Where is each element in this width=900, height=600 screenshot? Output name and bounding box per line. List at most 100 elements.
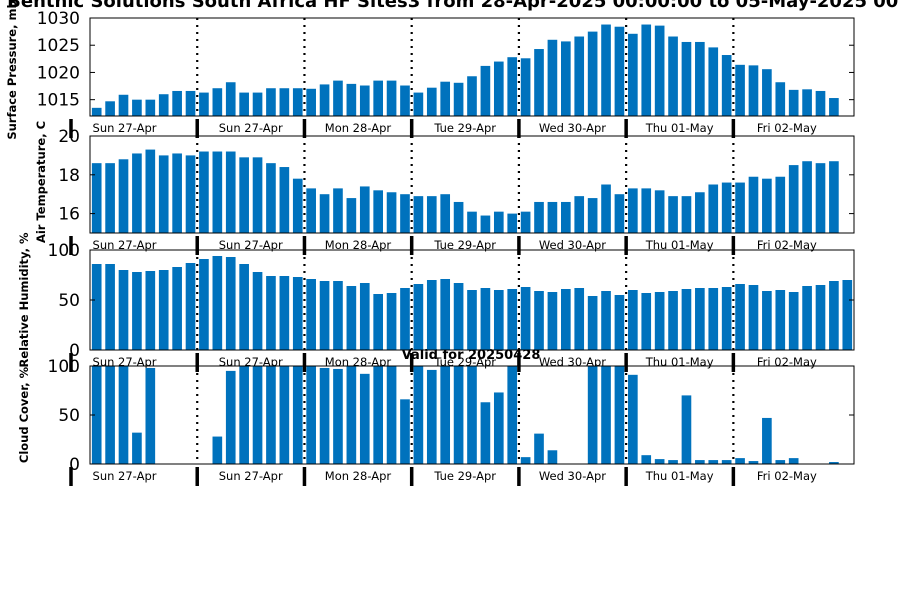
- bar: [775, 82, 786, 116]
- bar: [346, 198, 357, 233]
- chart-title: Benthic Solutions South Africa HF Sites3…: [7, 0, 900, 12]
- bar: [118, 159, 129, 233]
- bar: [132, 272, 142, 350]
- bar: [292, 178, 303, 233]
- bar: [239, 92, 249, 116]
- y-tick-label: 1025: [37, 36, 80, 56]
- bar: [480, 288, 491, 350]
- bar: [333, 80, 343, 116]
- bar: [266, 366, 276, 464]
- bar: [641, 293, 652, 350]
- bar: [91, 264, 102, 350]
- bar: [266, 276, 276, 350]
- bar: [118, 94, 129, 116]
- y-tick-label: 50: [58, 406, 80, 426]
- x-tick-label: Mon 28-Apr: [325, 238, 392, 252]
- bar: [493, 392, 504, 464]
- bar: [319, 367, 330, 464]
- chart-panel-3: 0 50 100 Sun 27-Apr Sun 27-Apr Mon 28-Apr Tue …: [17, 232, 855, 372]
- bar: [453, 82, 464, 116]
- chart-panel-2: 16 18 20 Sun 27-Apr Sun 27-Apr Mon 28-Apr Tue …: [34, 121, 855, 255]
- bar: [199, 92, 209, 116]
- bar: [359, 373, 370, 464]
- x-tick-label: Sun 27-Apr: [93, 121, 157, 135]
- bar: [480, 215, 491, 233]
- bar: [628, 188, 638, 233]
- x-tick-label: Fri 02-May: [757, 121, 817, 135]
- bar: [467, 76, 477, 116]
- y-tick-label: 16: [58, 205, 80, 225]
- bar: [735, 182, 745, 233]
- bar: [708, 184, 719, 233]
- bar: [534, 201, 544, 233]
- bar: [212, 88, 223, 116]
- bar: [172, 153, 182, 233]
- bar: [534, 291, 544, 350]
- bar: [654, 292, 665, 350]
- bar: [292, 366, 303, 464]
- bar: [225, 257, 236, 350]
- y-axis-label: Cloud Cover, %: [17, 366, 31, 463]
- bar: [507, 213, 518, 233]
- x-tick-label: Sun 27-Apr: [219, 238, 283, 252]
- bar: [400, 288, 410, 350]
- bar: [775, 290, 786, 350]
- bar: [507, 366, 518, 464]
- y-axis-label: Air Temperature, C: [34, 121, 48, 243]
- x-tick-label: Thu 01-May: [645, 469, 714, 483]
- bar: [400, 399, 410, 464]
- y-tick-label: 100: [48, 241, 80, 261]
- bar: [561, 201, 571, 233]
- bar: [829, 161, 839, 233]
- bar: [279, 276, 290, 350]
- x-tick-label: Wed 30-Apr: [539, 469, 606, 483]
- bar: [239, 366, 249, 464]
- bar: [668, 196, 678, 233]
- bar: [735, 458, 745, 464]
- x-tick-label: Tue 29-Apr: [433, 121, 496, 135]
- bar: [614, 26, 625, 116]
- bar: [762, 69, 772, 116]
- bar: [400, 194, 410, 233]
- bar: [346, 83, 357, 116]
- bar: [561, 289, 571, 350]
- bar: [279, 88, 290, 116]
- bar: [185, 90, 196, 116]
- bar: [695, 288, 705, 350]
- x-tick-label: Wed 30-Apr: [539, 238, 606, 252]
- bar: [574, 288, 585, 350]
- bar: [239, 264, 249, 350]
- bar: [815, 90, 826, 116]
- bar: [158, 155, 169, 233]
- x-tick-label: Mon 28-Apr: [325, 469, 392, 483]
- bar: [373, 294, 383, 350]
- bar: [185, 155, 196, 233]
- bar: [306, 188, 316, 233]
- bar: [91, 107, 102, 116]
- x-tick-label: Fri 02-May: [757, 238, 817, 252]
- bar: [426, 196, 437, 233]
- bar: [266, 163, 276, 233]
- y-tick-label: 1030: [37, 9, 80, 29]
- bar: [829, 281, 839, 350]
- bar: [534, 433, 544, 464]
- bar: [413, 92, 424, 116]
- bar: [440, 279, 451, 350]
- bar: [641, 24, 652, 117]
- bar: [614, 194, 625, 233]
- x-tick-label: Sun 27-Apr: [219, 121, 283, 135]
- bar: [547, 39, 558, 116]
- bar: [105, 264, 115, 350]
- bar: [507, 289, 518, 350]
- bar: [601, 366, 611, 464]
- bar: [105, 163, 115, 233]
- bar: [721, 55, 732, 116]
- bar: [145, 271, 156, 350]
- bar: [641, 455, 652, 464]
- bar: [172, 267, 182, 350]
- bar: [708, 47, 719, 116]
- bar: [614, 295, 625, 350]
- bar: [735, 64, 745, 116]
- y-tick-label: 1015: [37, 91, 80, 111]
- bar: [279, 366, 290, 464]
